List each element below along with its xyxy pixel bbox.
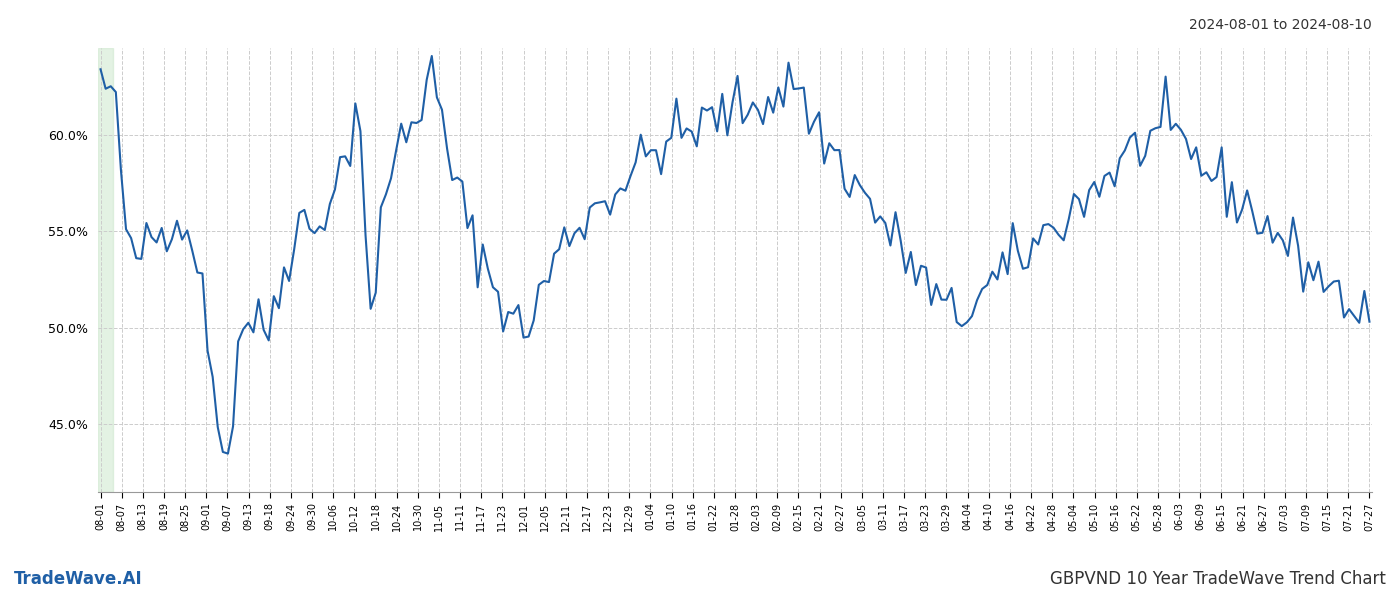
Text: GBPVND 10 Year TradeWave Trend Chart: GBPVND 10 Year TradeWave Trend Chart xyxy=(1050,570,1386,588)
Text: TradeWave.AI: TradeWave.AI xyxy=(14,570,143,588)
Bar xyxy=(98,48,113,492)
Text: 2024-08-01 to 2024-08-10: 2024-08-01 to 2024-08-10 xyxy=(1189,18,1372,32)
